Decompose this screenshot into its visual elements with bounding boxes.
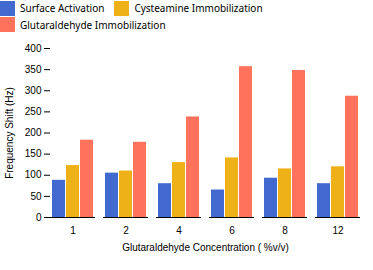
- svg-text:12: 12: [332, 225, 344, 236]
- svg-text:6: 6: [229, 225, 235, 236]
- html-text:Cysteamine Immobilization: Cysteamine Immobilization: [134, 1, 263, 16]
- html-text:Surface Activation: Surface Activation: [20, 1, 105, 16]
- svg-text:400: 400: [25, 43, 42, 54]
- svg-text:Glutaraldehyde Concentration (: Glutaraldehyde Concentration ( %v/v): [122, 242, 289, 253]
- svg-text:250: 250: [25, 106, 42, 117]
- svg-text:100: 100: [25, 169, 42, 180]
- svg-text:4: 4: [176, 225, 182, 236]
- svg-text:150: 150: [25, 148, 42, 159]
- svg-text:Frequency Shift (Hz): Frequency Shift (Hz): [4, 87, 15, 179]
- svg-text:8: 8: [282, 225, 288, 236]
- svg-text:1: 1: [70, 225, 76, 236]
- svg-text:0: 0: [36, 212, 42, 223]
- svg-text:200: 200: [25, 127, 42, 138]
- svg-text:350: 350: [25, 64, 42, 75]
- html-text:Glutaraldehyde Immobilization: Glutaraldehyde Immobilization: [20, 17, 166, 32]
- svg-text:300: 300: [25, 85, 42, 96]
- svg-text:2: 2: [123, 225, 129, 236]
- svg-text:50: 50: [30, 191, 42, 202]
